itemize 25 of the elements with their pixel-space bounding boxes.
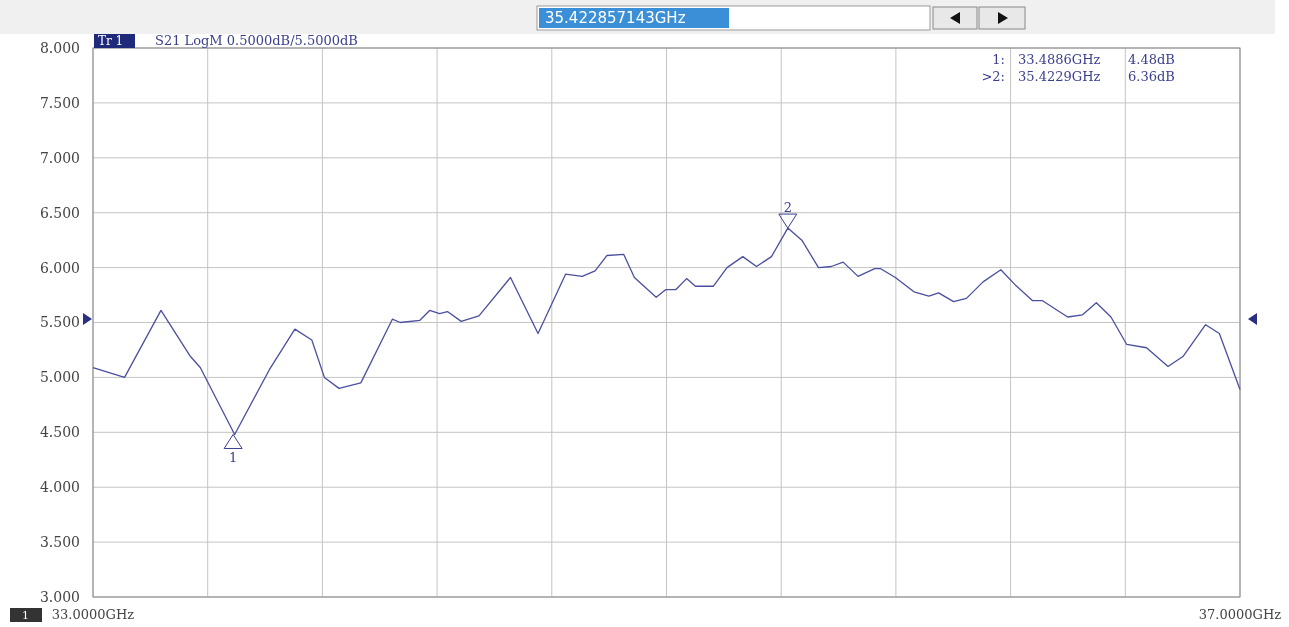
y-tick-label: 7.000	[39, 149, 80, 166]
annotation: 1:	[992, 52, 1005, 67]
text: Tr 1	[98, 34, 124, 48]
annotation: 33.4886GHz	[1018, 52, 1101, 67]
annotation: 1	[228, 450, 238, 466]
y-tick-label: 3.000	[39, 588, 80, 605]
annotation: 35.4229GHz	[1018, 69, 1101, 84]
annotation: >2:	[981, 69, 1005, 84]
y-tick-label: 6.000	[39, 259, 80, 276]
y-tick-label: 5.500	[39, 314, 80, 331]
x-tick-label: 33.0000GHz	[51, 607, 135, 622]
y-tick-label: 7.500	[39, 94, 80, 111]
chart-title: S21 LogM 0.5000dB/5.5000dB	[155, 33, 358, 48]
text: 1	[22, 609, 29, 622]
y-tick-label: 6.500	[39, 204, 80, 221]
y-tick-label: 8.000	[39, 39, 80, 56]
annotation: 6.36dB	[1128, 69, 1175, 84]
annotation: 2	[783, 200, 792, 216]
y-tick-label: 5.000	[39, 369, 80, 386]
x-tick-label: 37.0000GHz	[1198, 607, 1282, 622]
y-tick-label: 4.000	[39, 479, 80, 496]
y-tick-label: 3.500	[39, 534, 80, 550]
frequency-field: 35.422857143GHz	[536, 5, 931, 31]
annotation: 4.48dB	[1128, 52, 1175, 67]
y-tick-label: 4.500	[39, 424, 80, 441]
